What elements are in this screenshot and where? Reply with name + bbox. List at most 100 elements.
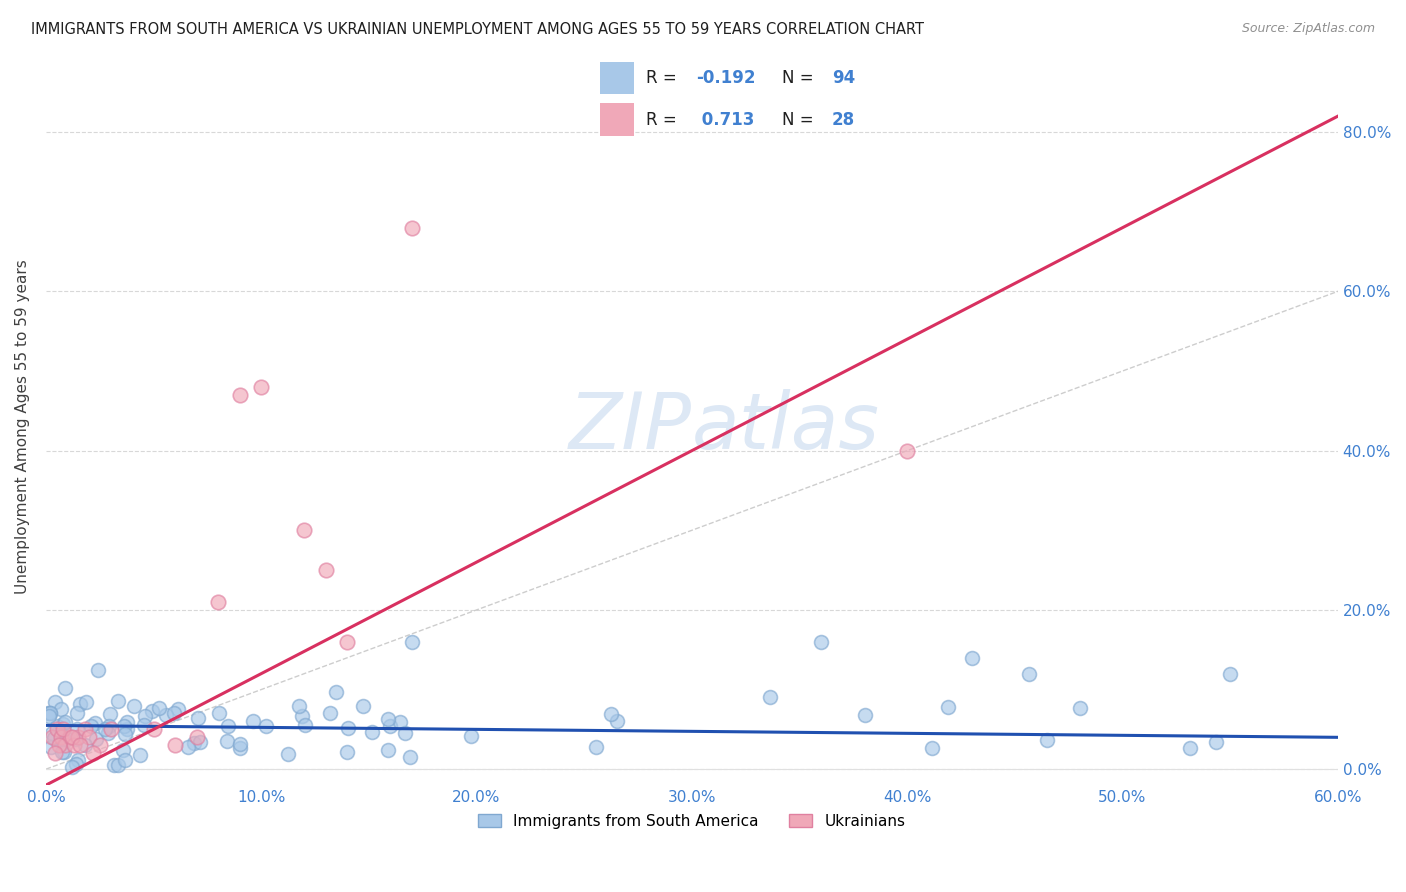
Point <box>242 714 264 728</box>
Point <box>188 735 211 749</box>
Point <box>39 706 62 720</box>
Point <box>229 737 252 751</box>
Point <box>89 739 111 753</box>
Point <box>394 726 416 740</box>
Point <box>44 695 66 709</box>
Point <box>52 732 75 747</box>
Point <box>83 715 105 730</box>
Point <box>960 650 983 665</box>
Point <box>65 731 87 746</box>
Text: -0.192: -0.192 <box>696 69 755 87</box>
Point <box>186 731 208 745</box>
Point <box>75 695 97 709</box>
Point <box>80 719 103 733</box>
Text: 0.713: 0.713 <box>696 111 754 128</box>
Point <box>114 727 136 741</box>
Point <box>606 714 628 729</box>
Point <box>163 706 186 721</box>
Point <box>336 722 359 736</box>
Point <box>228 388 250 402</box>
Point <box>59 731 82 745</box>
Point <box>49 728 72 742</box>
Point <box>69 739 91 753</box>
Point <box>69 698 91 712</box>
Point <box>37 706 59 721</box>
Point <box>112 742 135 756</box>
Point <box>758 690 780 704</box>
Point <box>1035 733 1057 747</box>
Point <box>1205 734 1227 748</box>
Point <box>67 753 90 767</box>
Point <box>401 220 423 235</box>
Text: 28: 28 <box>832 111 855 128</box>
Point <box>53 739 76 753</box>
Point <box>276 747 298 761</box>
FancyBboxPatch shape <box>600 103 634 136</box>
Point <box>122 699 145 714</box>
Point <box>66 706 89 720</box>
Point <box>187 711 209 725</box>
Point <box>77 731 100 745</box>
Point <box>103 757 125 772</box>
Point <box>585 740 607 755</box>
Point <box>315 563 337 577</box>
Point <box>318 706 340 721</box>
Point <box>73 723 96 737</box>
Point <box>360 724 382 739</box>
Point <box>52 717 75 731</box>
Point <box>42 731 65 745</box>
Point <box>228 740 250 755</box>
Point <box>377 743 399 757</box>
Point <box>100 723 122 737</box>
Point <box>291 708 314 723</box>
Point <box>38 709 60 723</box>
Point <box>217 719 239 733</box>
Point <box>167 702 190 716</box>
Point <box>117 722 139 736</box>
Legend: Immigrants from South America, Ukrainians: Immigrants from South America, Ukrainian… <box>472 807 911 835</box>
Point <box>46 719 69 733</box>
Point <box>294 718 316 732</box>
Point <box>107 694 129 708</box>
Point <box>48 739 70 753</box>
Point <box>254 719 277 733</box>
Point <box>97 725 120 739</box>
FancyBboxPatch shape <box>600 62 634 94</box>
Point <box>39 740 62 755</box>
Point <box>55 731 77 746</box>
Y-axis label: Unemployment Among Ages 55 to 59 years: Unemployment Among Ages 55 to 59 years <box>15 260 30 594</box>
Point <box>60 731 83 745</box>
Point <box>65 757 87 772</box>
Point <box>98 706 121 721</box>
Point <box>141 704 163 718</box>
Point <box>45 723 67 737</box>
Point <box>1180 740 1202 755</box>
Point <box>52 723 75 737</box>
Point <box>325 685 347 699</box>
Point <box>936 700 959 714</box>
Point <box>460 729 482 743</box>
Point <box>87 664 110 678</box>
Point <box>41 726 63 740</box>
Text: R =: R = <box>647 69 682 87</box>
Point <box>208 706 231 720</box>
Point <box>114 753 136 767</box>
Point <box>48 724 70 739</box>
Text: 94: 94 <box>832 69 855 87</box>
Point <box>75 738 97 752</box>
Point <box>207 595 229 609</box>
Point <box>378 719 401 733</box>
Point <box>336 634 359 648</box>
Point <box>107 757 129 772</box>
Point <box>44 746 66 760</box>
Point <box>39 706 62 721</box>
Point <box>377 712 399 726</box>
Point <box>401 634 423 648</box>
Point <box>352 699 374 714</box>
Point <box>288 698 311 713</box>
Point <box>53 681 76 695</box>
Point <box>128 747 150 762</box>
Point <box>63 739 86 753</box>
Point <box>177 740 200 755</box>
Point <box>1069 700 1091 714</box>
